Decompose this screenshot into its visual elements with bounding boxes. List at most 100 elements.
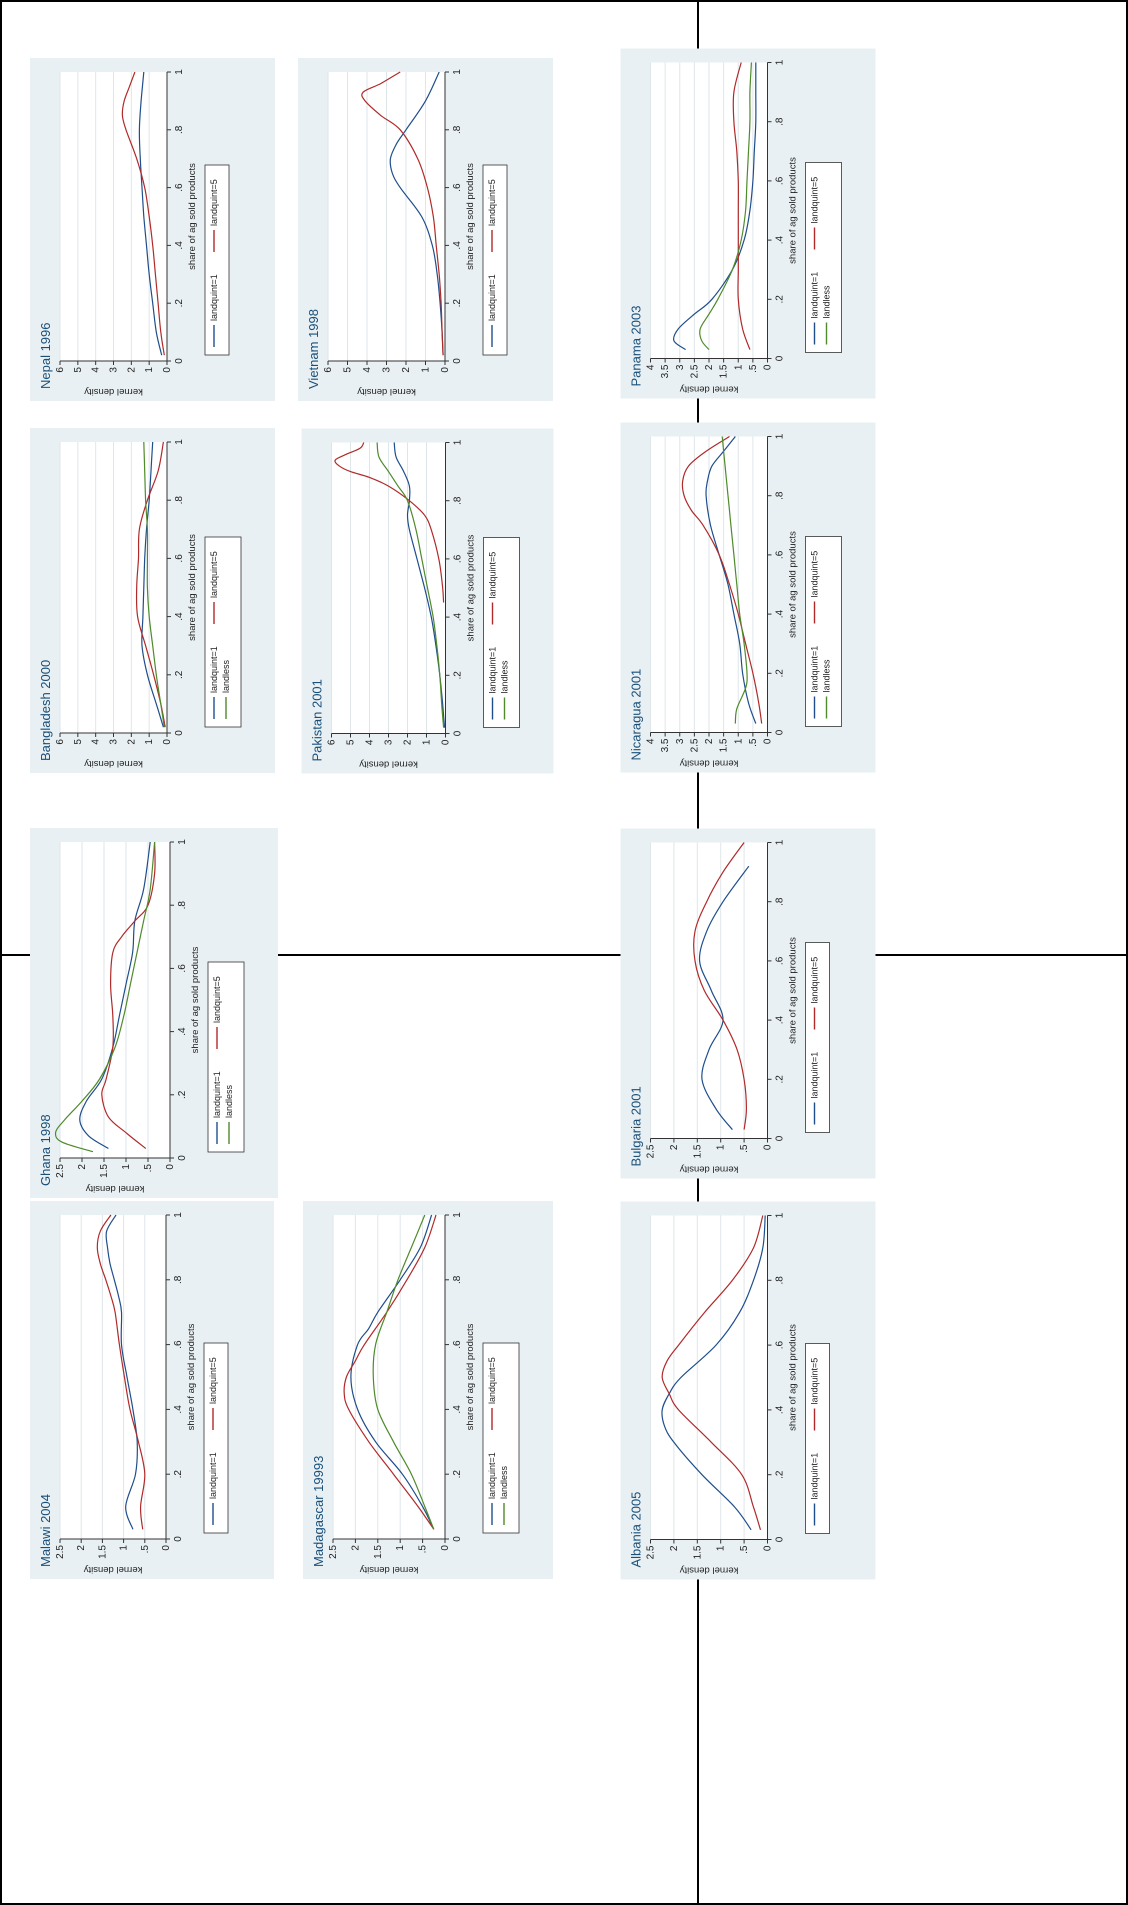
x-tick-label: .6 [174, 554, 185, 563]
y-tick-label: 2.5 [689, 364, 700, 378]
y-tick-label: 1 [121, 1164, 132, 1170]
chart-title: Madagascar 19993 [311, 1456, 326, 1567]
legend-label-landquint-1: landquint=1 [809, 645, 819, 692]
y-tick-label: 2 [350, 1545, 361, 1551]
y-tick-label: 0 [162, 739, 173, 745]
chart-svg-panama-2003: Panama 2003 0.511.522.533.540.2.4.6.81sha… [620, 48, 875, 398]
x-axis-label: share of ag sold products [465, 163, 476, 270]
y-tick-label: 3 [109, 739, 120, 745]
x-tick-label: 0 [174, 730, 185, 736]
x-tick-label: .6 [452, 1340, 463, 1349]
chart-panel-madagascar-19993: Madagascar 19993 0 .5 1 1.5 2 2.5 0 .2 .4 .6 .8 1 sha… [303, 1201, 553, 1579]
y-axis-label: kernel density [84, 386, 143, 397]
x-tick-label: 0 [452, 730, 463, 736]
chart-title: Pakistan 2001 [309, 679, 324, 761]
y-tick-label: 2.5 [689, 738, 700, 752]
x-tick-label: .4 [452, 241, 463, 250]
legend-label-landless: landless [224, 1084, 234, 1118]
x-tick-label: .2 [177, 1090, 188, 1099]
legend: landquint=1 landquint=5 [804, 941, 830, 1133]
y-tick-label: 2 [402, 739, 413, 745]
y-tick-label: 2.5 [55, 1164, 66, 1178]
x-tick-label: .4 [177, 1027, 188, 1036]
x-tick-label: .2 [774, 1074, 785, 1083]
x-axis-label: share of ag sold products [465, 534, 476, 641]
y-tick-label: 2.5 [328, 1545, 339, 1559]
chart-panel-nepal-1996: Nepal 1996 0 1 2 3 4 5 6 0.2.4.6.8 1 share of ag s… [30, 58, 275, 401]
x-tick-label: .2 [174, 670, 185, 679]
y-tick-label: 1.5 [718, 738, 729, 752]
y-tick-label: .5 [747, 738, 758, 747]
x-axis-label: share of ag sold products [190, 946, 201, 1053]
series-line-landless [143, 441, 165, 728]
legend: landquint=1 landquint=5 landless [204, 536, 242, 728]
legend-label-landquint-5: landquint=5 [809, 956, 819, 1003]
y-tick-label: 0 [440, 367, 451, 373]
x-tick-label: .6 [774, 1340, 785, 1349]
y-tick-label: 2 [401, 367, 412, 373]
series-line-landquint-5 [361, 71, 444, 356]
series-line-landquint-1 [389, 71, 444, 356]
y-tick-label: 5 [343, 367, 354, 373]
x-tick-label: .8 [774, 897, 785, 906]
y-tick-label: 1 [144, 739, 155, 745]
legend-label-landquint-5: landquint=5 [209, 179, 219, 226]
x-tick-label: .6 [774, 176, 785, 185]
y-axis-label: kernel density [679, 1564, 738, 1575]
chart-title: Albania 2005 [628, 1491, 643, 1567]
x-tick-label: 0 [173, 1536, 184, 1542]
x-tick-label: 0 [774, 1135, 785, 1141]
chart-title: Bulgaria 2001 [628, 1086, 643, 1166]
y-tick-label: 2 [76, 1545, 87, 1551]
x-tick-label: .4 [173, 1405, 184, 1414]
y-tick-label: 4 [91, 367, 102, 373]
x-tick-label: 1 [452, 439, 463, 445]
chart-svg-madagascar-19993: Madagascar 19993 0 .5 1 1.5 2 2.5 0 .2 .4 .6 .8 1 sha… [303, 1201, 553, 1579]
x-tick-label: .4 [174, 612, 185, 621]
legend: landquint=1 landquint=5 landless [804, 161, 842, 353]
y-tick-label: 6 [55, 739, 66, 745]
y-tick-label: 1 [119, 1545, 130, 1551]
y-tick-label: .5 [143, 1164, 154, 1173]
x-tick-label: .6 [452, 554, 463, 563]
legend-box [204, 164, 230, 356]
x-tick-label: 1 [452, 1212, 463, 1218]
x-tick-label: 1 [774, 839, 785, 845]
y-tick-label: 5 [345, 739, 356, 745]
y-tick-label: .5 [739, 1144, 750, 1153]
series-line-landless [54, 841, 156, 1153]
x-tick-label: 1 [177, 839, 188, 845]
x-tick-label: .4 [774, 1405, 785, 1414]
legend-box [207, 961, 245, 1153]
x-axis-label: share of ag sold products [186, 1323, 197, 1430]
legend-label-landquint-5: landquint=5 [212, 976, 222, 1023]
legend-label-landquint-5: landquint=5 [487, 1357, 497, 1404]
chart-panel-bangladesh-2000: Bangladesh 2000 0 1 2 3 4 5 6 0.2.4.6.8 1 share of… [30, 428, 275, 773]
y-tick-label: 1 [733, 364, 744, 370]
series-line-landquint-1 [105, 1214, 138, 1530]
x-tick-label: .8 [452, 496, 463, 505]
series-line-landquint-5 [135, 441, 166, 728]
legend-label-landquint-5: landquint=5 [209, 551, 219, 598]
y-tick-label: .5 [739, 1545, 750, 1554]
chart-panel-panama-2003: Panama 2003 0.5 1 1.5 2 2.5 3 3.5 4 0.2.4.6.8 1 sha… [620, 48, 875, 398]
x-tick-label: .6 [173, 1340, 184, 1349]
x-tick-label: .8 [174, 496, 185, 505]
series-line-landquint-5 [96, 1214, 146, 1530]
legend: landquint=1 landquint=5 [204, 164, 230, 356]
x-tick-label: .2 [452, 670, 463, 679]
y-tick-label: 2 [704, 364, 715, 370]
series-line-landquint-5 [343, 1214, 437, 1530]
legend: landquint=1 landquint=5 [203, 1342, 229, 1534]
y-tick-label: 0 [762, 364, 773, 370]
legend-label-landless: landless [499, 1465, 509, 1499]
x-tick-label: .8 [774, 1275, 785, 1284]
y-tick-label: 1 [715, 1144, 726, 1150]
chart-svg-bulgaria-2001: Bulgaria 2001 0 .5 1 1.5 2 2.5 0 .2 .4 .6 .8 1 share … [620, 828, 875, 1178]
y-tick-label: 0 [165, 1164, 176, 1170]
y-tick-label: 2.5 [645, 1144, 656, 1158]
legend-label-landquint-5: landquint=5 [487, 179, 497, 226]
legend-label-landquint-1: landquint=1 [487, 1452, 497, 1499]
y-axis-label: kernel density [358, 758, 417, 769]
